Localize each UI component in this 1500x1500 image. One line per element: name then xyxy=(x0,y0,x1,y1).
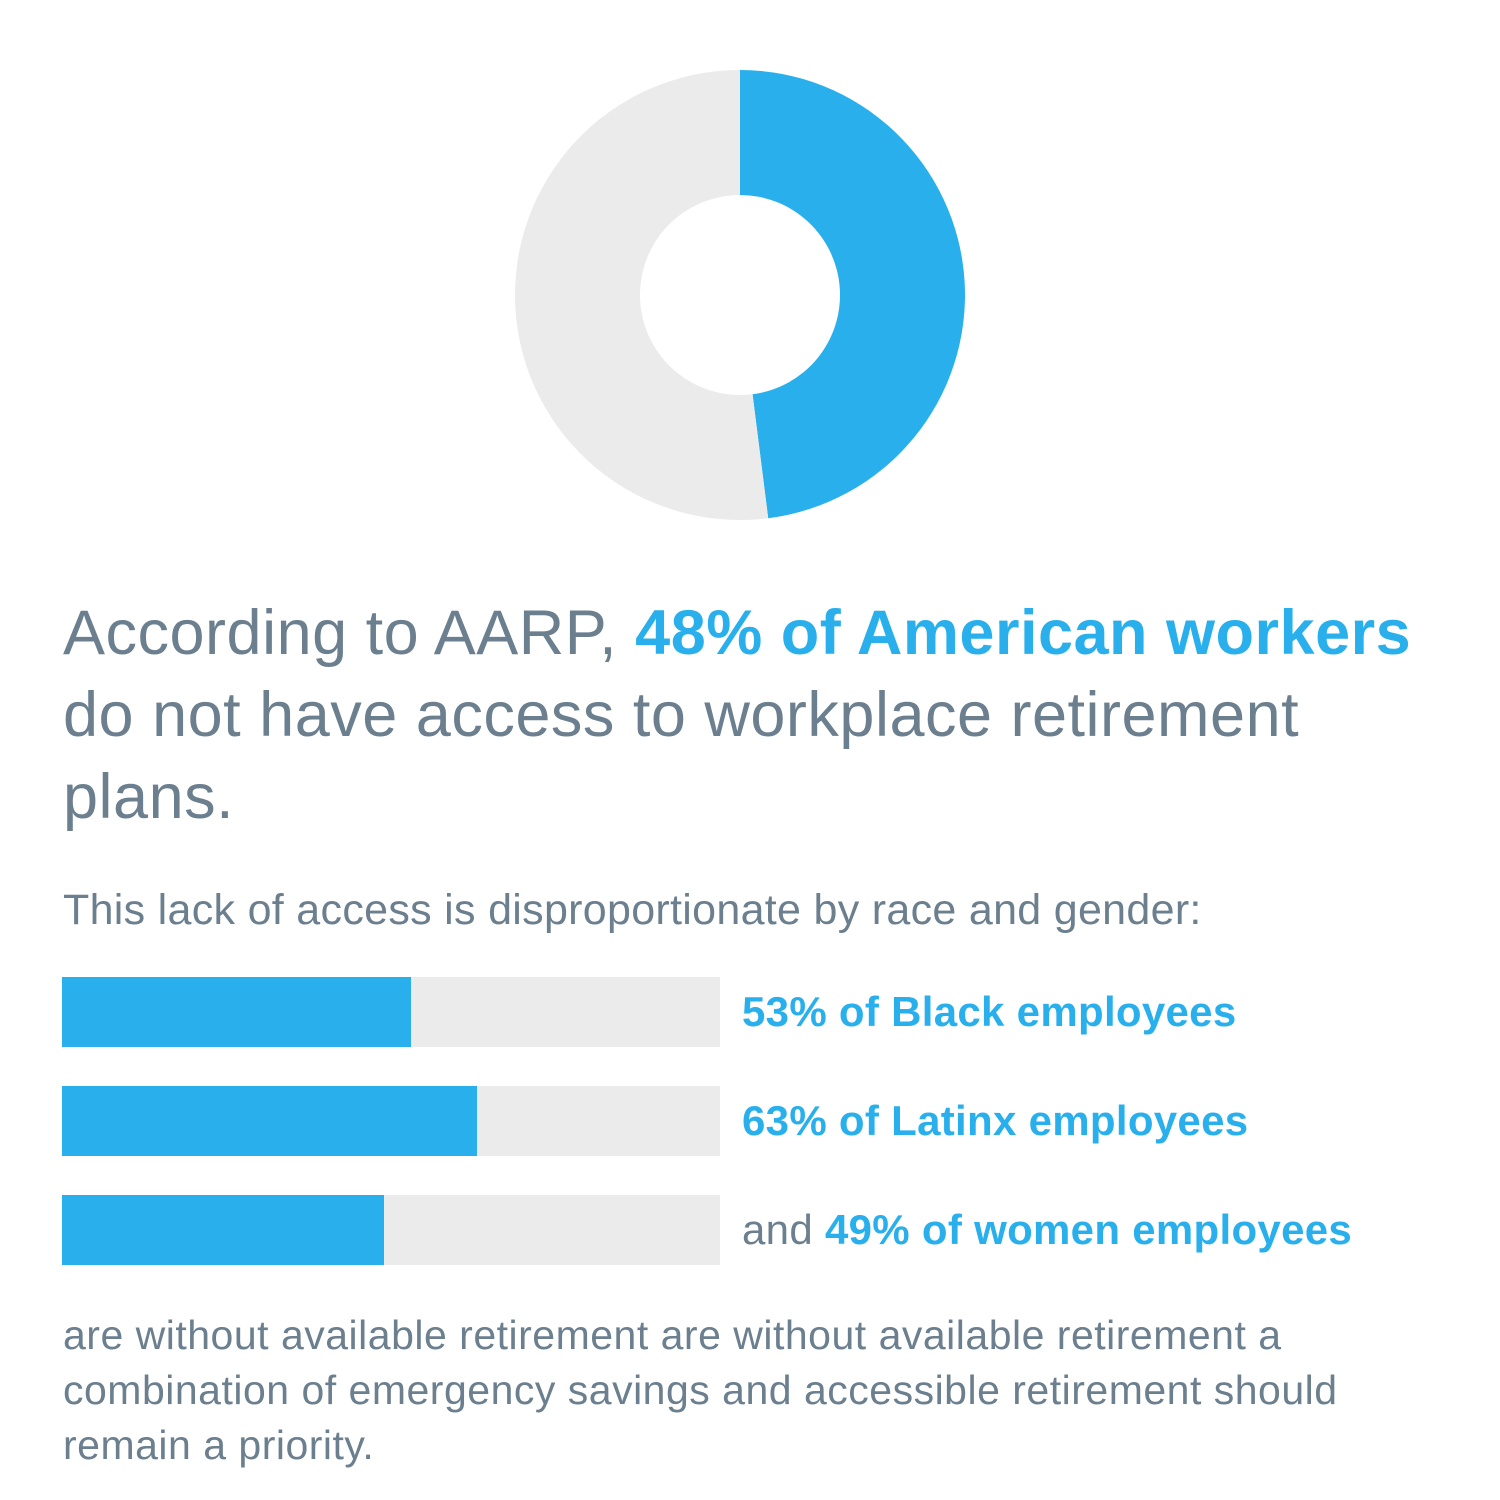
headline-highlight: 48% of American workers xyxy=(635,598,1412,668)
subhead: This lack of access is disproportionate … xyxy=(63,886,1202,934)
bar-track xyxy=(62,1086,720,1156)
bar-fill-black xyxy=(62,977,411,1047)
bar-label-prefix: and xyxy=(742,1206,825,1253)
bar-label-stat: 49% of women employees xyxy=(824,1206,1353,1253)
headline-part2: do not have access to workplace retireme… xyxy=(63,680,1300,832)
bar-fill-latinx xyxy=(62,1086,477,1156)
donut-chart xyxy=(500,55,980,535)
donut-slice-rest xyxy=(515,70,769,520)
bar-row-latinx: and 63% of Latinx employees xyxy=(62,1086,1482,1156)
headline: According to AARP, 48% of American worke… xyxy=(63,592,1463,838)
bar-track xyxy=(62,1195,720,1265)
donut-slice-highlight xyxy=(740,70,965,519)
bar-row-women: and 49% of women employees xyxy=(62,1195,1482,1265)
footer-text: are without available retirement are wit… xyxy=(63,1312,1338,1468)
bar-fill-women xyxy=(62,1195,385,1265)
bar-label-stat: 53% of Black employees xyxy=(742,988,1237,1035)
bar-label-women: and 49% of women employees xyxy=(742,1195,1352,1265)
headline-part1: According to AARP, xyxy=(63,598,636,668)
donut-svg xyxy=(515,70,965,520)
bar-label-latinx: and 63% of Latinx employees xyxy=(742,1086,1248,1156)
bar-label-black: 53% of Black employees xyxy=(742,977,1237,1047)
bar-track xyxy=(62,977,720,1047)
bar-row-black: 53% of Black employees xyxy=(62,977,1482,1047)
bar-label-stat: 63% of Latinx employees xyxy=(742,1097,1249,1144)
